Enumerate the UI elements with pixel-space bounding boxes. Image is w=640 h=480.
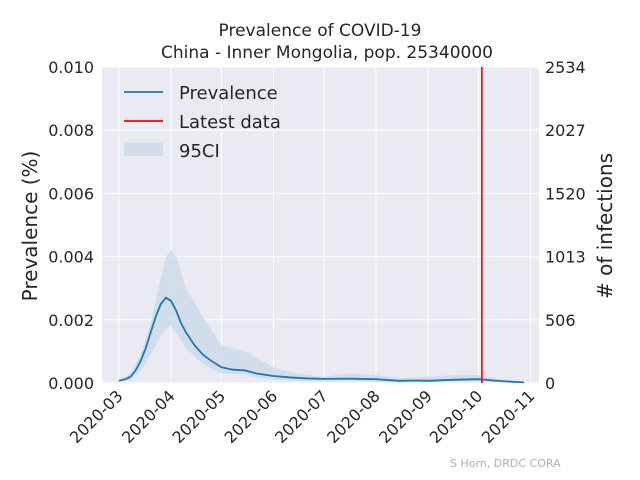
- legend-prevalence-label: Prevalence: [179, 83, 278, 104]
- x-tick-label: 2020-07: [271, 386, 332, 447]
- legend-ci-label: 95CI: [179, 141, 220, 162]
- y-tick-label: 0.004: [48, 248, 94, 267]
- right-y-tick-label: 506: [545, 311, 576, 330]
- x-tick-label: 2020-04: [118, 386, 179, 447]
- left-y-ticks: 0.000 0.002 0.004 0.006 0.008 0.010: [48, 58, 94, 393]
- grid: [102, 66, 539, 384]
- ci-band: [118, 250, 524, 383]
- x-tick-label: 2020-06: [221, 386, 282, 447]
- y-axis-label: Prevalence (%): [18, 151, 42, 302]
- credit-text: S Horn, DRDC CORA: [450, 457, 561, 470]
- x-tick-label: 2020-03: [66, 386, 127, 447]
- right-y-ticks: 0 506 1013 1520 2027 2534: [545, 58, 586, 393]
- chart-title: Prevalence of COVID-19: [219, 21, 422, 41]
- y-tick-label: 0.006: [48, 184, 94, 203]
- right-y-tick-label: 2027: [545, 121, 586, 140]
- chart-subtitle: China - Inner Mongolia, pop. 25340000: [161, 43, 493, 63]
- right-y-axis-label: # of infections: [593, 153, 617, 299]
- x-tick-label: 2020-05: [168, 386, 229, 447]
- legend: Prevalence Latest data 95CI: [124, 83, 281, 162]
- y-tick-label: 0.000: [48, 374, 94, 393]
- right-y-tick-label: 1013: [545, 248, 586, 267]
- right-y-tick-label: 0: [545, 374, 555, 393]
- y-tick-label: 0.008: [48, 121, 94, 140]
- plot-area: [102, 67, 539, 383]
- legend-ci-swatch: [124, 143, 163, 156]
- right-y-tick-label: 2534: [545, 58, 586, 77]
- y-tick-label: 0.010: [48, 58, 94, 77]
- y-tick-label: 0.002: [48, 311, 94, 330]
- right-y-tick-label: 1520: [545, 184, 586, 203]
- x-ticks: 2020-032020-042020-052020-062020-072020-…: [66, 386, 539, 447]
- x-tick-label: 2020-10: [426, 386, 487, 447]
- x-tick-label: 2020-08: [323, 386, 384, 447]
- x-tick-label: 2020-11: [478, 386, 539, 447]
- x-tick-label: 2020-09: [375, 386, 436, 447]
- prevalence-line: [118, 296, 524, 384]
- legend-latest-label: Latest data: [179, 112, 281, 133]
